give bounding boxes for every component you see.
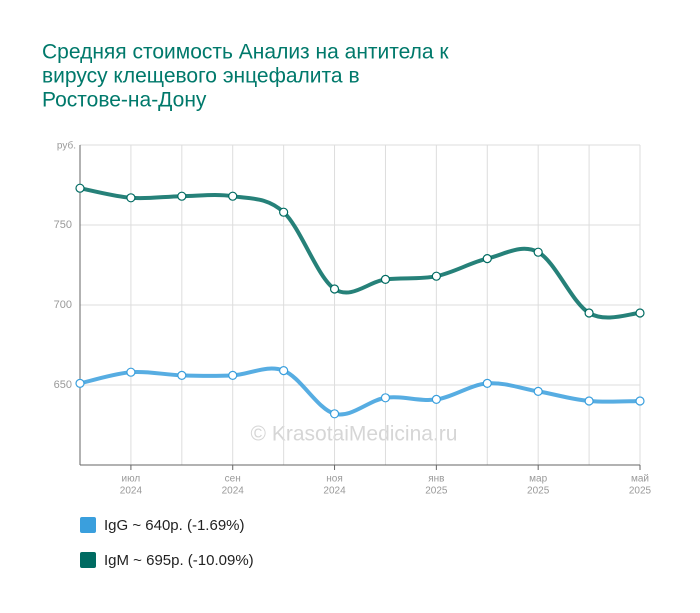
watermark: © KrasotaiMedicina.ru — [251, 423, 458, 446]
data-point — [329, 409, 340, 419]
data-point — [228, 191, 238, 201]
data-point — [584, 308, 594, 318]
data-point — [329, 284, 340, 294]
data-point — [279, 207, 289, 217]
legend-swatch — [80, 517, 96, 533]
legend-label: IgM ~ 695р. (-10.09%) — [104, 552, 254, 569]
chart-title: вирусу клещевого энцефалита в — [42, 65, 360, 88]
data-point — [431, 271, 441, 281]
series-line — [79, 186, 641, 320]
y-tick-label: 650 — [54, 379, 72, 391]
data-point — [533, 247, 543, 257]
x-tick-label: янв — [428, 474, 444, 485]
x-tick-label-year: 2024 — [323, 486, 346, 497]
data-point — [431, 394, 441, 404]
legend-swatch — [80, 552, 96, 568]
data-point — [126, 367, 136, 377]
chart-title: Средняя стоимость Анализ на антитела к — [42, 41, 449, 64]
data-point — [279, 366, 289, 376]
y-axis-label: руб. — [57, 140, 76, 152]
data-point — [482, 378, 492, 388]
data-point — [584, 396, 594, 406]
data-point — [177, 191, 187, 201]
x-tick-label-year: 2024 — [120, 486, 143, 497]
data-point — [228, 370, 238, 380]
chart-title: Ростове-на-Дону — [42, 89, 207, 112]
x-tick-label: ноя — [326, 474, 343, 485]
x-tick-label-year: 2025 — [629, 486, 652, 497]
data-point — [177, 370, 187, 380]
x-tick-label: май — [631, 474, 649, 485]
x-tick-label: сен — [225, 474, 241, 485]
data-point — [75, 183, 85, 193]
data-point — [380, 393, 391, 403]
legend-label: IgG ~ 640р. (-1.69%) — [104, 517, 245, 534]
data-point — [533, 386, 543, 396]
series-line — [79, 366, 641, 417]
x-tick-label: июл — [122, 474, 141, 485]
data-point — [380, 274, 391, 284]
x-tick-label: мар — [529, 474, 547, 485]
data-point — [482, 254, 492, 264]
data-point — [635, 396, 645, 406]
x-tick-label-year: 2025 — [425, 486, 448, 497]
y-tick-label: 750 — [54, 219, 72, 231]
data-point — [126, 193, 136, 203]
x-tick-label-year: 2025 — [527, 486, 550, 497]
x-tick-label-year: 2024 — [222, 486, 245, 497]
y-tick-label: 700 — [54, 299, 72, 311]
data-point — [635, 308, 645, 318]
data-point — [75, 378, 85, 388]
